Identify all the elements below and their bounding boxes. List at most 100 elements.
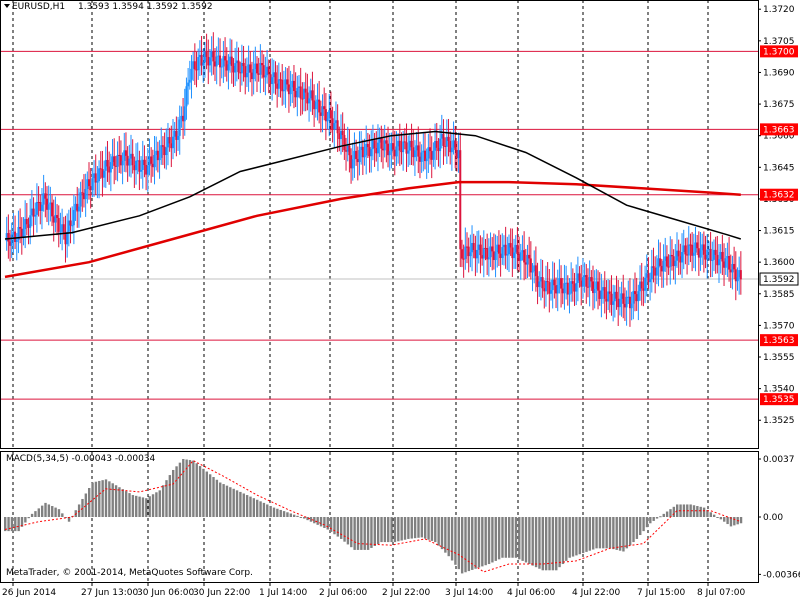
candle-body [93, 173, 96, 179]
candle-body [602, 287, 605, 291]
macd-scale[interactable]: 0.0037 0.00 -0.00366 [758, 452, 800, 582]
macd-histogram-bar [172, 469, 175, 517]
macd-histogram-bar [306, 517, 309, 521]
candle-body [282, 89, 285, 92]
level-label: 1.3632 [763, 191, 795, 201]
macd-chart-svg[interactable] [0, 452, 758, 582]
candle-body [71, 225, 74, 227]
candle-body [119, 155, 122, 166]
candle-body [709, 248, 712, 261]
macd-histogram-bar [27, 517, 30, 519]
candle-body [131, 153, 134, 166]
macd-histogram-bar [575, 517, 578, 556]
macd-histogram-bar [145, 498, 148, 517]
price-pane[interactable] [0, 0, 758, 448]
chart-menu-arrow-icon[interactable] [4, 4, 10, 8]
candle-body [482, 247, 485, 259]
macd-histogram-bar [655, 517, 659, 519]
macd-histogram-bar [252, 498, 256, 517]
macd-histogram-bar [98, 480, 101, 517]
macd-histogram-bar [716, 517, 719, 518]
candle-body [563, 283, 566, 294]
candle-body [420, 152, 423, 162]
moving-average-slow-line[interactable] [4, 180, 741, 279]
macd-histogram-bar [289, 513, 292, 517]
candle-body [460, 249, 463, 259]
candle-body [486, 248, 489, 260]
candle-body [123, 150, 126, 161]
current-price-label: 1.3592 [763, 275, 795, 285]
candle-body [538, 281, 541, 288]
time-tick-label: 4 Jul 06:00 [507, 588, 556, 598]
candle-body [400, 150, 403, 153]
macd-histogram-bar [598, 517, 602, 549]
candle-body [177, 135, 180, 140]
macd-histogram-bar [376, 517, 380, 545]
candle-body [576, 273, 579, 283]
candle-body [193, 61, 196, 70]
macd-histogram-bar [343, 517, 346, 542]
candle-body [659, 258, 662, 266]
macd-tick-label: 0.0037 [763, 455, 795, 465]
macd-histogram-bar [645, 517, 649, 528]
time-axis[interactable]: 26 Jun 2014 27 Jun 13:00 30 Jun 06:00 30 Ju… [0, 582, 758, 600]
candle-body [412, 147, 415, 158]
price-scale[interactable]: 1.3720 1.3705 1.3690 1.3675 1.3660 1.3645 1.36… [758, 0, 800, 448]
candle-body [281, 79, 284, 92]
macd-histogram-bar [259, 501, 262, 517]
macd-histogram-bar [370, 517, 373, 548]
macd-signal-line[interactable] [4, 459, 741, 573]
macd-histogram-bar [652, 517, 655, 521]
candle-body [424, 150, 426, 162]
candle-body [370, 149, 373, 157]
candle-body [481, 255, 484, 259]
macd-histogram-bar [551, 517, 555, 571]
candle-body [190, 68, 193, 80]
candle-body [338, 133, 341, 140]
macd-histogram-bar [440, 517, 444, 550]
macd-histogram-bar [299, 517, 303, 518]
candle-body [363, 155, 366, 158]
candle-body [439, 138, 442, 152]
level-label-bg [760, 334, 798, 347]
moving-average-fast-line[interactable] [4, 130, 742, 240]
candle-body [254, 63, 257, 70]
candle-body [56, 215, 59, 219]
time-tick-label: 2 Jul 06:00 [319, 588, 368, 598]
candle-body [697, 248, 700, 258]
candle-body [388, 151, 391, 156]
candle-body [466, 246, 468, 248]
candle-body [509, 243, 512, 248]
candle-body [610, 293, 613, 305]
candle-body [707, 248, 710, 250]
candle-body [118, 154, 121, 156]
candle-body [232, 65, 235, 73]
candle-body [358, 150, 361, 163]
macd-histogram-bar [511, 517, 514, 558]
candle-body [459, 150, 462, 250]
candle-body [524, 262, 527, 265]
macd-histogram-bar [34, 511, 37, 517]
price-chart-svg[interactable] [0, 0, 758, 448]
price-tick-label: 1.3705 [763, 37, 795, 47]
candle-body [418, 156, 421, 162]
candle-body [128, 158, 131, 166]
macd-histogram-bar [706, 509, 709, 517]
candle-body [723, 261, 726, 268]
macd-histogram-bar [4, 517, 7, 532]
candle-body [548, 282, 551, 294]
candle-body [74, 203, 77, 210]
candle-body [558, 278, 561, 285]
macd-pane[interactable] [0, 452, 758, 582]
macd-histogram-bar [430, 517, 434, 541]
candle-body [62, 224, 65, 233]
candle-body [146, 165, 149, 175]
candle-body [341, 130, 344, 135]
candle-body [328, 110, 331, 119]
macd-histogram-bar [709, 512, 712, 517]
macd-histogram-bar [131, 495, 135, 517]
macd-histogram-bar [165, 480, 168, 517]
macd-histogram-bar [612, 517, 615, 550]
